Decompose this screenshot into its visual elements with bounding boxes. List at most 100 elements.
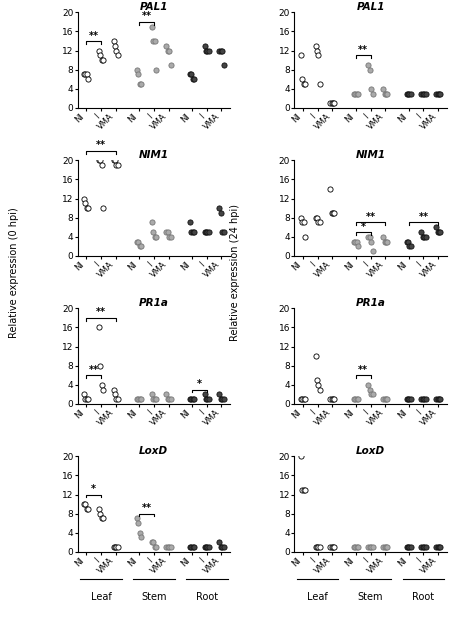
Point bbox=[190, 394, 197, 404]
Title: NIM1: NIM1 bbox=[355, 149, 385, 159]
Point bbox=[404, 89, 411, 99]
Text: Stem: Stem bbox=[357, 592, 383, 602]
Point bbox=[417, 394, 424, 404]
Point bbox=[299, 79, 307, 89]
Point bbox=[187, 69, 195, 79]
Point bbox=[301, 485, 308, 495]
Point bbox=[80, 499, 87, 509]
Point bbox=[135, 518, 142, 528]
Point bbox=[431, 394, 439, 404]
Point bbox=[164, 542, 171, 552]
Point bbox=[186, 218, 193, 228]
Point bbox=[110, 542, 117, 552]
Point bbox=[418, 542, 425, 552]
Point bbox=[190, 74, 197, 84]
Point bbox=[164, 227, 171, 237]
Point bbox=[83, 394, 91, 404]
Point bbox=[148, 22, 155, 32]
Point bbox=[215, 46, 222, 56]
Point bbox=[315, 384, 323, 394]
Point bbox=[148, 389, 155, 399]
Point bbox=[327, 98, 334, 108]
Point bbox=[95, 46, 102, 56]
Point bbox=[364, 60, 371, 70]
Title: LoxD: LoxD bbox=[139, 446, 168, 456]
Point bbox=[379, 232, 386, 242]
Point bbox=[151, 394, 158, 404]
Point bbox=[80, 389, 87, 399]
Point bbox=[435, 89, 442, 99]
Point bbox=[405, 89, 412, 99]
Point bbox=[365, 542, 373, 552]
Point bbox=[190, 227, 197, 237]
Point bbox=[367, 84, 374, 94]
Point bbox=[203, 542, 211, 552]
Point bbox=[297, 451, 304, 461]
Point bbox=[201, 41, 208, 51]
Point bbox=[99, 513, 106, 523]
Point bbox=[96, 156, 104, 166]
Point bbox=[352, 394, 359, 404]
Point bbox=[299, 218, 307, 228]
Point bbox=[165, 394, 172, 404]
Point bbox=[383, 89, 390, 99]
Point bbox=[433, 394, 440, 404]
Text: **: ** bbox=[418, 212, 428, 222]
Point bbox=[96, 508, 104, 518]
Point bbox=[152, 64, 159, 74]
Point bbox=[152, 394, 159, 404]
Point bbox=[111, 41, 118, 51]
Point bbox=[367, 389, 374, 399]
Point bbox=[435, 542, 442, 552]
Point bbox=[189, 74, 196, 84]
Point bbox=[83, 504, 91, 514]
Title: PR1a: PR1a bbox=[355, 298, 384, 308]
Point bbox=[186, 542, 193, 552]
Text: **: ** bbox=[358, 365, 367, 374]
Point bbox=[85, 504, 92, 514]
Point bbox=[436, 227, 443, 237]
Point bbox=[418, 394, 425, 404]
Point bbox=[417, 89, 424, 99]
Point bbox=[421, 542, 428, 552]
Point bbox=[151, 36, 158, 46]
Point bbox=[202, 46, 209, 56]
Point bbox=[111, 389, 118, 399]
Point bbox=[329, 98, 336, 108]
Point bbox=[218, 46, 225, 56]
Point bbox=[148, 538, 155, 547]
Point bbox=[96, 50, 104, 60]
Point bbox=[189, 227, 196, 237]
Point bbox=[219, 60, 227, 70]
Point bbox=[165, 542, 172, 552]
Point bbox=[137, 79, 145, 89]
Point bbox=[83, 203, 91, 213]
Point bbox=[98, 55, 105, 65]
Point bbox=[149, 36, 157, 46]
Point bbox=[367, 542, 374, 552]
Point bbox=[215, 203, 222, 213]
Point bbox=[404, 237, 411, 247]
Point bbox=[203, 46, 211, 56]
Point bbox=[217, 46, 224, 56]
Point bbox=[81, 499, 89, 509]
Text: Root: Root bbox=[195, 592, 217, 602]
Point bbox=[431, 222, 439, 232]
Point bbox=[351, 542, 358, 552]
Point bbox=[162, 227, 170, 237]
Point bbox=[299, 485, 307, 495]
Text: **: ** bbox=[358, 45, 367, 55]
Point bbox=[112, 160, 120, 170]
Point bbox=[420, 232, 427, 242]
Point bbox=[433, 542, 440, 552]
Point bbox=[364, 232, 371, 242]
Point bbox=[148, 218, 155, 228]
Point bbox=[418, 232, 425, 242]
Point bbox=[215, 389, 222, 399]
Point bbox=[351, 394, 358, 404]
Point bbox=[95, 156, 102, 166]
Point bbox=[85, 74, 92, 84]
Point bbox=[402, 89, 410, 99]
Point bbox=[297, 394, 304, 404]
Point bbox=[327, 394, 334, 404]
